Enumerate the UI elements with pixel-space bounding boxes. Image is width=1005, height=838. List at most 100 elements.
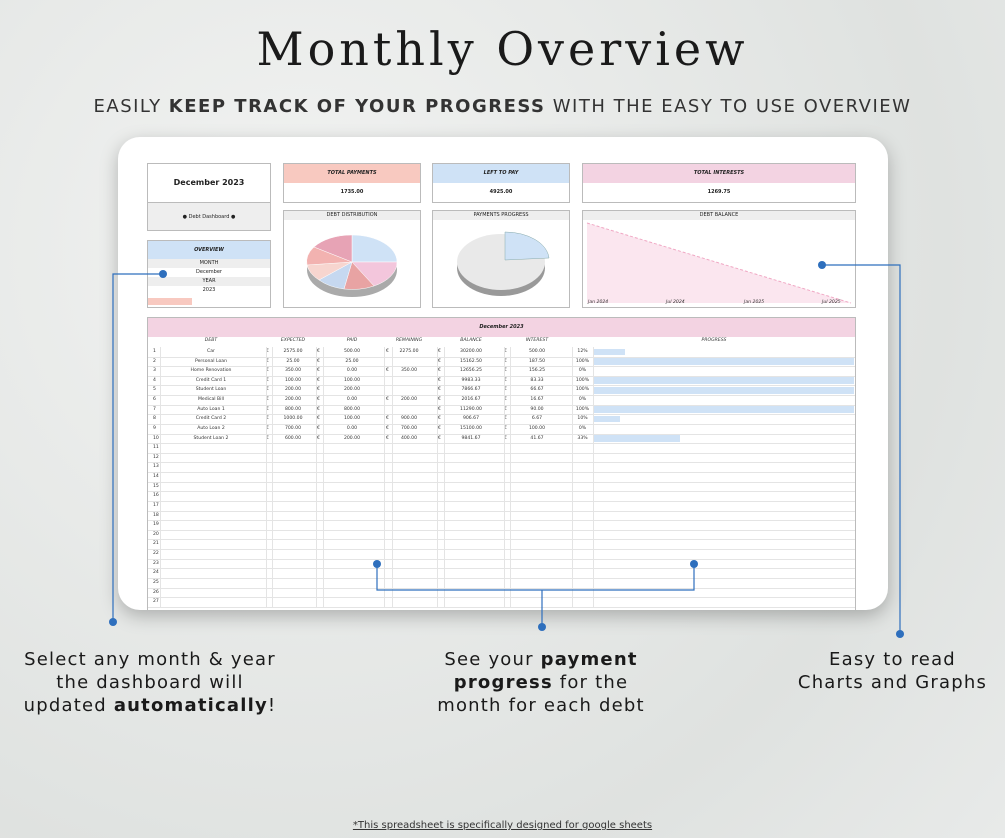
currency: € [504,387,507,393]
currency: € [266,349,269,354]
col-line [437,347,438,607]
progress-text: 0% [578,368,587,374]
row-number: 12 [153,454,159,460]
currency: € [504,368,507,374]
row-line [148,529,855,531]
currency: € [386,416,389,422]
callout: See your payment progress for the month fo… [400,648,682,717]
month-title: December 2023 [173,178,245,187]
currency: € [438,416,441,422]
callout-line: month for each debt [400,694,682,717]
progress-bar [594,386,854,394]
progress-swatch [148,298,192,305]
year-select[interactable]: 2023 [202,287,216,293]
amount: 200.00 [400,397,418,403]
currency: € [438,377,441,383]
row-number: 15 [153,483,159,489]
chart-box: DEBT DISTRIBUTION [283,210,421,308]
x-label: Jan 2024 [588,300,609,305]
amount: 100.00 [343,377,361,383]
progress-text: 10% [577,416,588,422]
callout-line: Easy to read [780,648,1005,671]
amount: 9841.67 [461,435,481,441]
row-number: 9 [153,425,156,431]
col-line [504,347,505,607]
row-number: 13 [153,464,159,470]
row-line [148,414,855,416]
chart-box: DEBT BALANCE Jan 2024 Jul 2024 Jan 2025 Jul… [582,210,856,308]
x-label: Jul 2025 [822,300,841,305]
chart-box: PAYMENTS PROGRESS [432,210,570,308]
amount: 200.00 [284,397,302,403]
row-line [148,568,855,570]
currency: € [266,406,269,412]
col-line [392,347,393,607]
callout-text: Select any month & year [24,649,276,670]
amount: 200.00 [343,387,361,393]
year-label: YEAR [148,277,270,286]
row-line [148,395,855,397]
amount: 83.33 [530,377,544,383]
debt-name: Student Loan [195,387,227,393]
subtitle-part: WITH THE EASY TO USE OVERVIEW [545,96,912,117]
row-number: 26 [153,589,159,595]
currency: € [504,406,507,412]
column-header: PAID [346,338,358,343]
amount: 700.00 [284,425,302,431]
month-select[interactable]: December [196,269,222,275]
currency: € [504,425,507,431]
currency: € [386,349,389,354]
currency: € [438,406,441,412]
col-line [266,347,267,607]
debt-table[interactable]: December 2023 DEBT EXPECTED PAID REMAINING B… [147,317,856,610]
callout: Easy to read Charts and Graphs [780,648,1005,694]
amount: 700.00 [400,425,418,431]
callout-text: ! [267,695,277,716]
row-number: 1 [153,349,156,354]
row-number: 14 [153,474,159,480]
month-card: December 2023 [147,163,271,203]
row-number: 27 [153,599,159,605]
debt-name: Student Loan 2 [193,435,229,441]
dot [818,261,826,269]
dot [159,270,167,278]
area-chart [586,222,852,304]
column-header: DEBT [204,338,218,343]
callout-line: the dashboard will [20,671,280,694]
row-line [148,500,855,502]
amount: 9983.33 [461,377,481,383]
column-header: BALANCE [460,338,482,343]
currency: € [438,425,441,431]
callout-text: Charts and Graphs [797,672,988,693]
col-line [444,347,445,607]
callout: Select any month & year the dashboard wil… [20,648,280,717]
progress-bar [594,406,854,413]
stat-label: LEFT TO PAY [433,164,569,183]
footer: *This spreadsheet is specifically design… [352,820,653,831]
dot [896,630,904,638]
pie-chart [457,231,550,296]
dot [538,623,546,631]
col-line [323,347,324,607]
stat-label: TOTAL INTERESTS [583,164,855,183]
dot [109,618,117,626]
stat-card: LEFT TO PAY 4925.00 [432,163,570,203]
row-number: 8 [153,416,156,422]
amount: 1000.00 [283,416,303,422]
amount: 187.50 [528,358,546,364]
row-number: 10 [153,435,159,441]
row-number: 4 [153,377,156,383]
debt-name: Credit Card 2 [195,416,227,422]
x-label: Jan 2025 [744,300,765,305]
amount: 41.67 [530,435,544,441]
currency: € [317,416,320,422]
col-line [384,347,385,607]
currency: € [317,358,320,364]
callout-text: for the [552,672,629,693]
col-line [272,347,273,607]
progress-text: 100% [575,406,590,412]
currency: € [504,377,507,383]
debt-name: Auto Loan 2 [197,425,225,431]
row-number: 18 [153,512,159,518]
amount: 2016.67 [461,397,481,403]
